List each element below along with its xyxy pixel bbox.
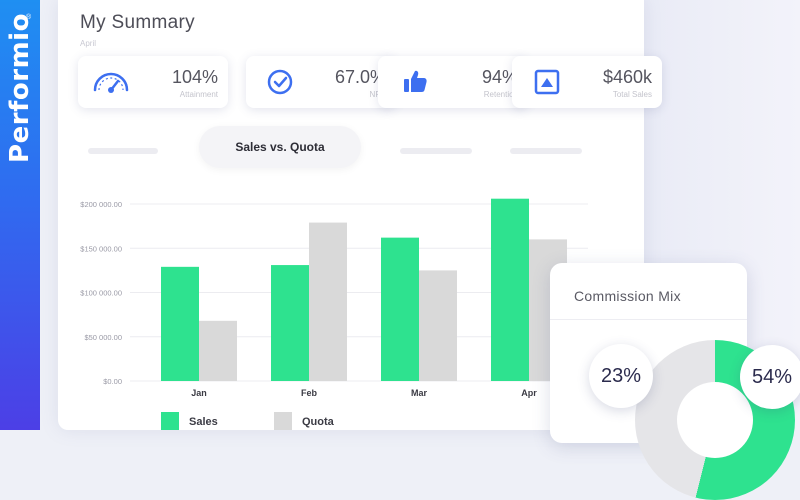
kpi-value: 104% [171,67,218,87]
x-tick-label: Feb [301,388,318,398]
bar-quota-jan[interactable] [199,320,237,381]
kpi-card-nps[interactable]: 67.0% NPS [246,56,396,108]
thumbs-up-icon [404,70,427,92]
y-tick-label: $100 000.00 [80,289,122,298]
kpi-value: 67.0% [334,67,386,87]
kpi-label: Total Sales [612,90,652,99]
check-circle-icon [267,69,293,95]
chart-box-icon [534,69,560,95]
kpi-label: Attainment [179,90,218,99]
y-tick-label: $200 000.00 [80,200,122,209]
bar-sales-feb[interactable] [271,265,309,381]
slice-label-bubble: 23% [589,344,653,408]
tab-sales-vs-quota[interactable]: Sales vs. Quota [199,126,361,168]
bar-quota-mar[interactable] [419,270,457,381]
kpi-value: 94% [481,67,518,87]
x-tick-label: Jan [191,388,207,398]
brand-registered-mark: ® [26,14,32,21]
bar-quota-feb[interactable] [309,222,347,381]
x-tick-label: Mar [411,388,428,398]
legend-swatch-sales [161,412,179,430]
x-tick-label: Apr [521,388,537,398]
tab-placeholder[interactable] [400,148,472,154]
legend-swatch-quota [274,412,292,430]
commission-mix-title: Commission Mix [574,288,681,304]
divider [550,319,747,320]
sales-vs-quota-chart: $0.00 $50 000.00 $100 000.00 $150 000.00 $20… [80,198,588,398]
kpi-label: Retention [483,90,518,99]
tab-placeholder[interactable] [510,148,582,154]
y-tick-label: $150 000.00 [80,244,122,253]
bar-sales-apr[interactable] [491,198,529,381]
y-tick-label: $0.00 [103,377,122,386]
bar-sales-jan[interactable] [161,266,199,381]
page-title: My Summary [80,12,195,33]
kpi-label: NPS [370,90,386,99]
donut-hole [677,382,753,458]
bar-sales-mar[interactable] [381,237,419,381]
kpi-value: $460k [602,67,652,87]
gauge-icon [93,72,129,93]
y-tick-label: $50 000.00 [84,333,122,342]
period-label: April [80,39,97,48]
tab-placeholder[interactable] [88,148,158,154]
kpi-card-retention[interactable]: 94% Retention [378,56,528,108]
brand-sidebar: Performio ® [0,0,40,430]
kpi-card-attainment[interactable]: 104% Attainment [78,56,228,108]
legend-label: Sales [189,416,218,428]
slice-label-bubble: 54% [740,345,800,409]
legend-label: Quota [302,416,334,428]
kpi-card-total-sales[interactable]: $460k Total Sales [512,56,662,108]
brand-logo: Performio [5,13,35,163]
